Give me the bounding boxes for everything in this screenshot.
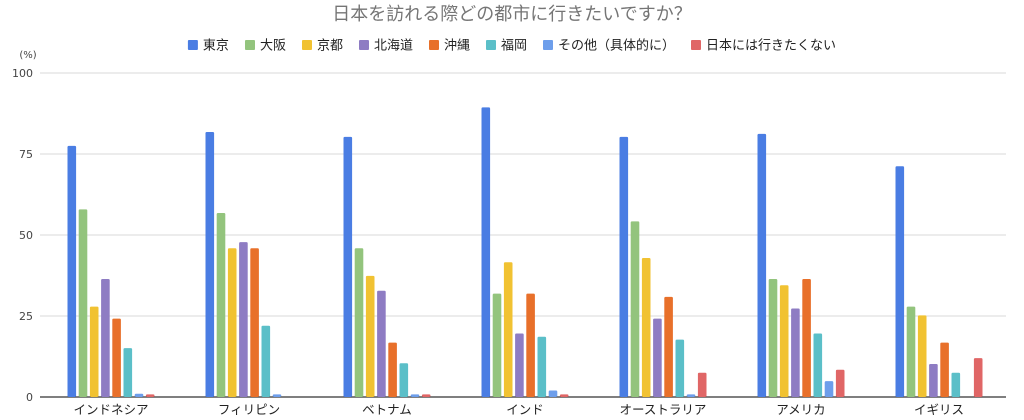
bar [250, 248, 259, 397]
bar [112, 318, 121, 397]
legend-label: 日本には行きたくない [706, 39, 836, 54]
bar [354, 248, 364, 397]
bar [515, 333, 524, 397]
grid [40, 72, 1006, 398]
legend-item: 福岡 [486, 39, 527, 54]
legend-label: 沖縄 [444, 39, 470, 54]
legend: 東京 大阪 京都 北海道 沖縄 福岡 その他（具体的に） 日本には行きたくない [187, 38, 836, 54]
bar [630, 221, 640, 397]
bar [134, 393, 144, 397]
legend-label: 福岡 [501, 39, 527, 54]
bar [239, 242, 248, 397]
bar [78, 209, 88, 397]
bar [813, 333, 823, 397]
legend-item: 大阪 [245, 39, 286, 54]
bar [272, 394, 282, 397]
x-category-label: フィリピン [218, 402, 280, 417]
bar [619, 136, 629, 397]
legend-item: 京都 [302, 39, 343, 54]
bar [481, 107, 491, 397]
legend-label: その他（具体的に） [558, 38, 675, 54]
x-category-label: アメリカ [776, 402, 825, 417]
bar [791, 308, 800, 397]
bar [675, 339, 685, 397]
bar [664, 296, 673, 397]
bar [653, 318, 662, 397]
bar [802, 279, 811, 397]
x-category-label: イギリス [914, 402, 964, 417]
bar [101, 279, 110, 397]
bar [757, 133, 767, 397]
bar [492, 293, 502, 397]
x-category-label: インド [506, 402, 544, 417]
bar [973, 358, 983, 397]
legend-item: その他（具体的に） [543, 38, 675, 54]
bar [421, 394, 431, 397]
bar [559, 394, 569, 397]
legend-item: 北海道 [359, 39, 413, 54]
legend-label: 北海道 [374, 39, 413, 54]
bar [399, 363, 409, 397]
y-axis-ticks: 0 25 50 75 100 [12, 67, 33, 404]
bar [67, 145, 77, 397]
legend-swatch [691, 40, 701, 50]
bar [526, 293, 535, 397]
y-tick-label: 100 [12, 67, 33, 80]
bar [768, 279, 778, 397]
x-axis-labels: インドネシア フィリピン ベトナム インド オーストラリア アメリカ イギリス [73, 402, 964, 417]
legend-swatch [187, 40, 198, 50]
bar [835, 369, 845, 397]
legend-swatch [245, 40, 255, 50]
bar [537, 336, 547, 397]
bar [697, 372, 707, 397]
bar [824, 381, 834, 397]
legend-swatch [302, 40, 312, 50]
x-category-label: オーストラリア [620, 402, 707, 417]
bar [145, 394, 155, 397]
legend-swatch [429, 40, 439, 50]
bar [929, 363, 938, 397]
legend-item: 東京 [187, 38, 229, 54]
y-tick-label: 50 [19, 229, 33, 242]
legend-swatch [486, 40, 496, 50]
bar [365, 275, 375, 397]
bar [503, 262, 513, 397]
bar [343, 136, 353, 397]
bar [123, 348, 133, 397]
bar [227, 248, 237, 397]
chart-title: 日本を訪れる際どの都市に行きたいですか？ [332, 4, 691, 25]
bar [641, 258, 651, 397]
y-tick-label: 25 [19, 310, 33, 323]
x-category-label: インドネシア [73, 402, 148, 417]
bar [940, 342, 949, 397]
y-axis-unit: (%) [19, 50, 36, 61]
bar [205, 131, 215, 397]
x-category-label: ベトナム [362, 402, 412, 417]
bar [548, 390, 558, 397]
legend-swatch [543, 40, 553, 50]
bar [261, 325, 271, 397]
legend-item: 日本には行きたくない [691, 39, 836, 54]
legend-item: 沖縄 [429, 39, 470, 54]
bar [388, 342, 397, 397]
bar [686, 394, 696, 397]
bars [67, 107, 983, 397]
bar [906, 306, 916, 397]
bar [410, 394, 420, 397]
bar [895, 166, 905, 397]
y-tick-label: 0 [26, 391, 33, 404]
bar [779, 285, 789, 397]
bar [377, 290, 386, 397]
bar [951, 372, 961, 397]
legend-swatch [359, 40, 369, 50]
bar [89, 306, 99, 397]
bar [216, 212, 226, 397]
y-tick-label: 75 [19, 148, 33, 161]
bar [917, 315, 927, 397]
legend-label: 東京 [203, 38, 229, 54]
legend-label: 京都 [317, 39, 343, 54]
legend-label: 大阪 [260, 39, 286, 54]
